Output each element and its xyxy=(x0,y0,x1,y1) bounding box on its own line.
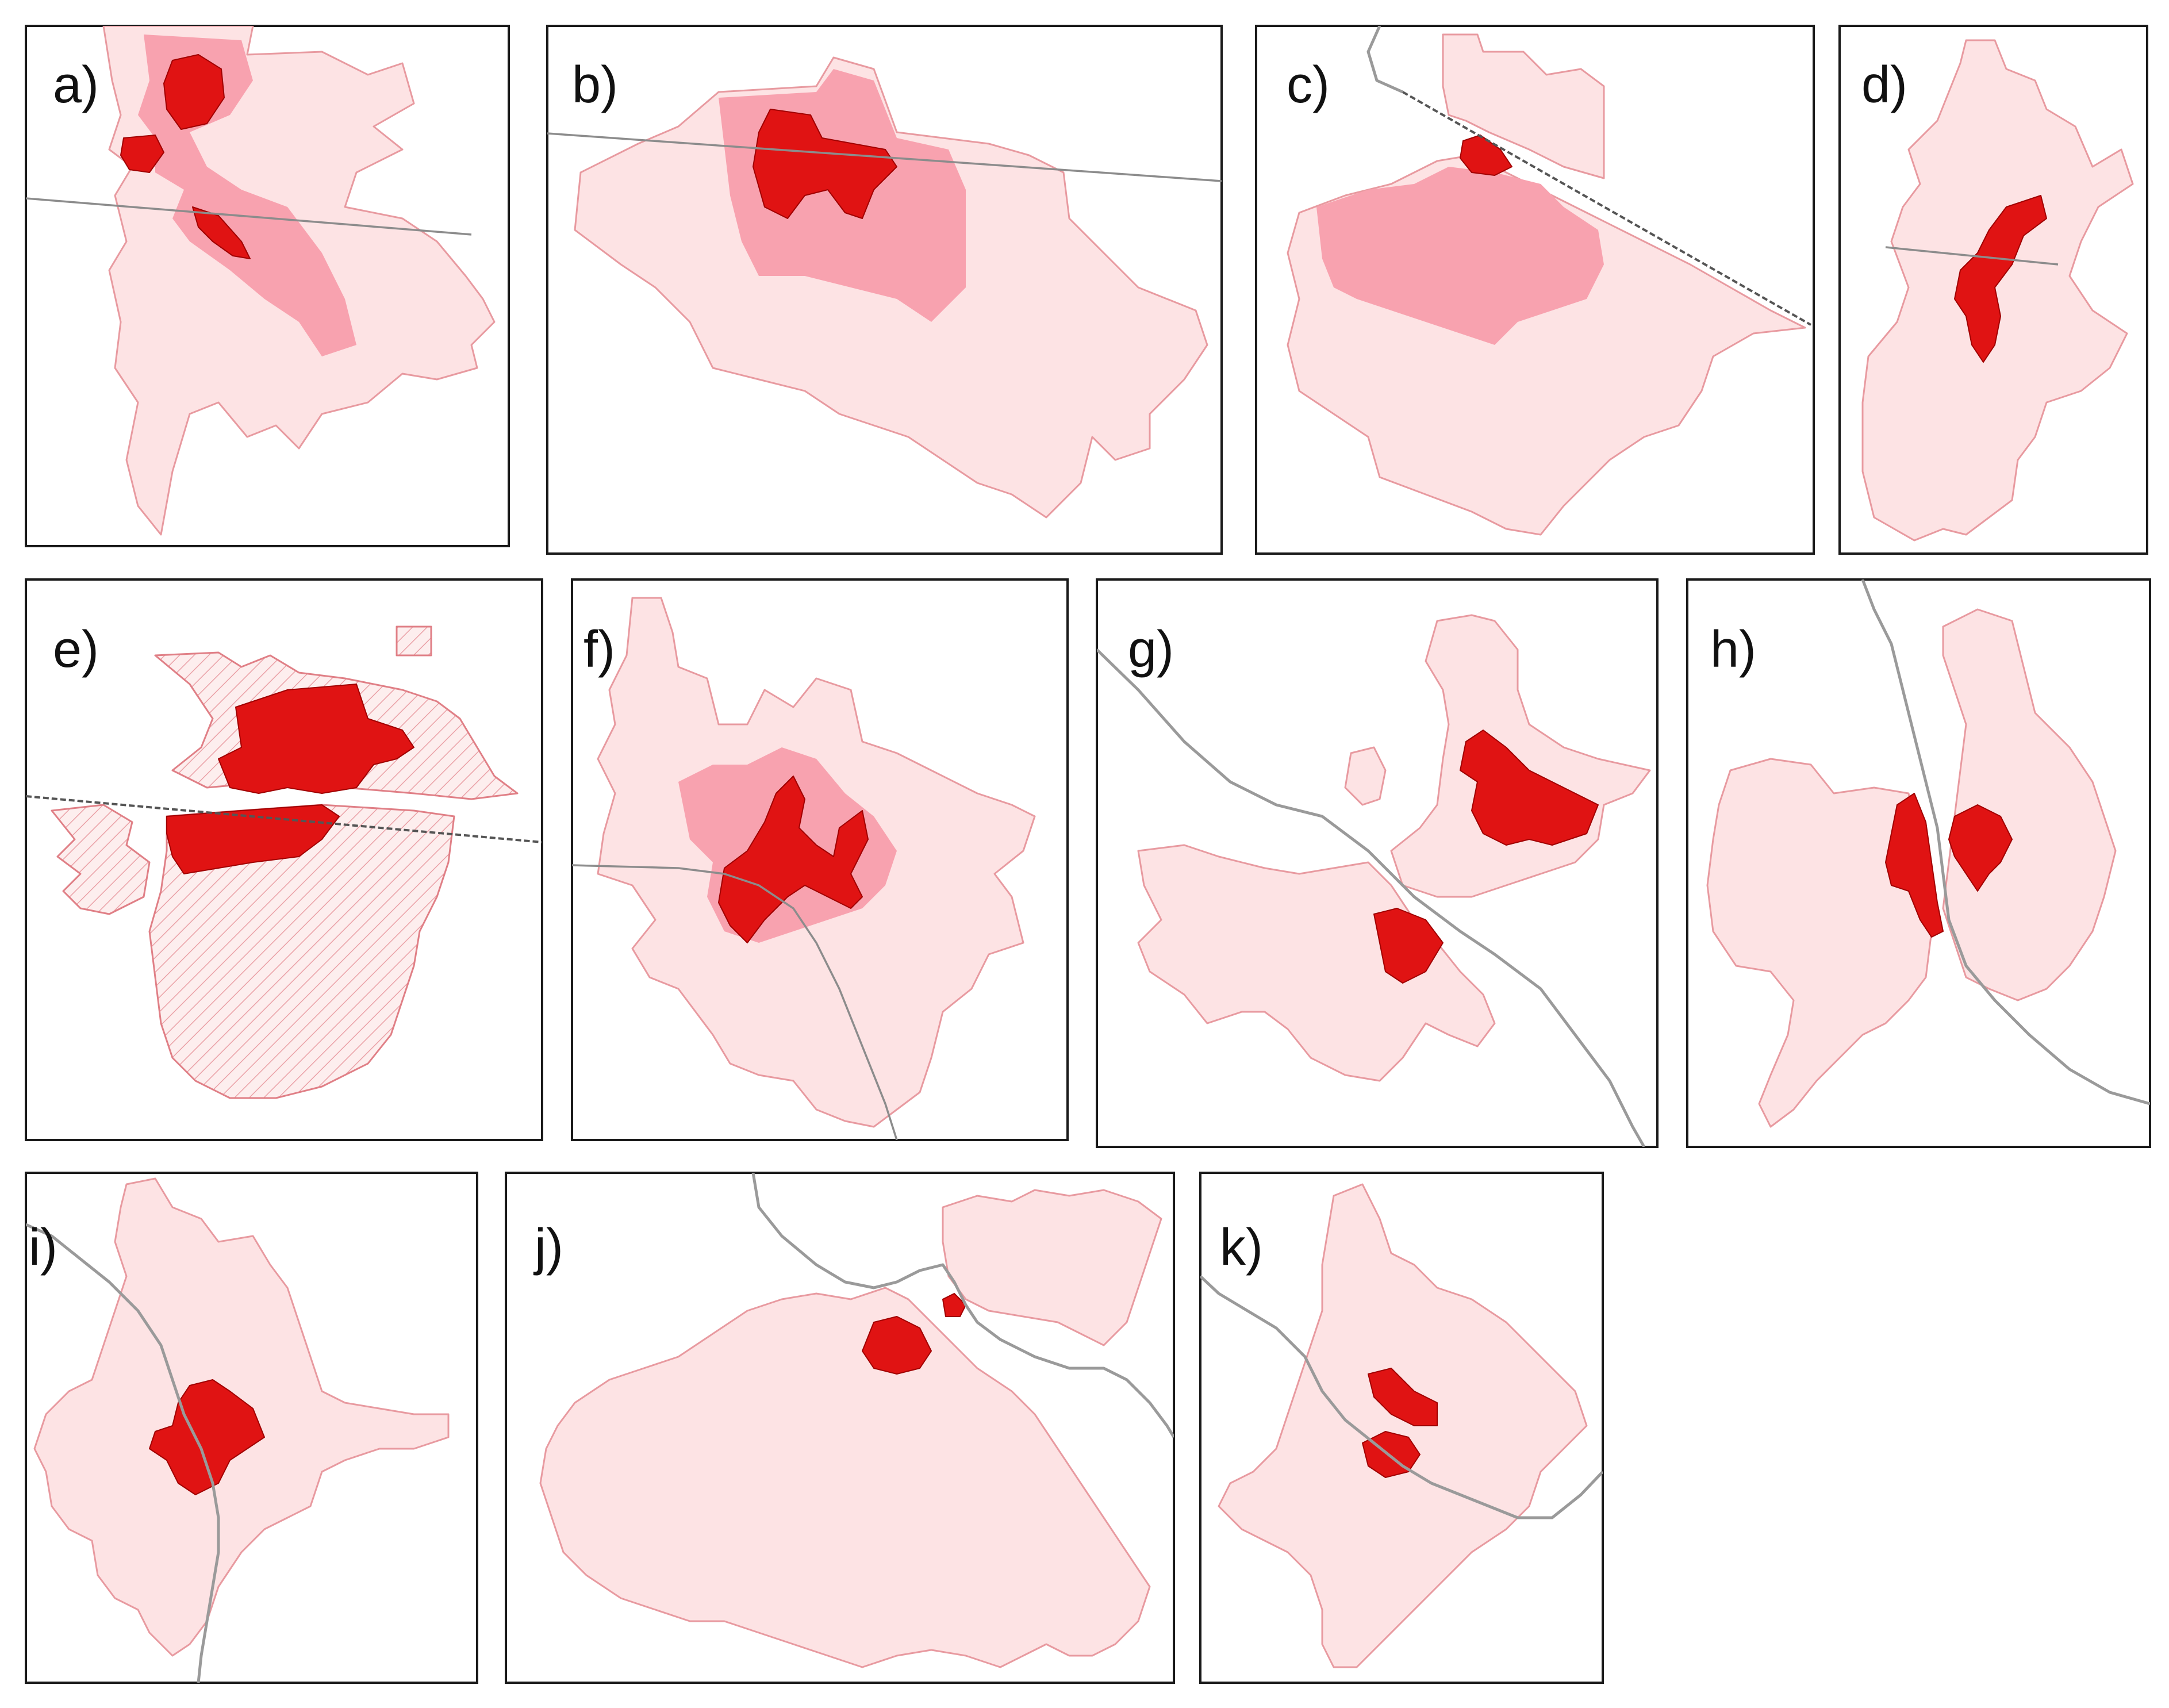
panel-j-urban-core-main xyxy=(862,1316,932,1375)
panel-j-river-line xyxy=(751,1173,1174,1438)
panel-b-urban-core xyxy=(753,109,897,219)
panel-d-border-line xyxy=(1885,246,2059,266)
panel-c-border-line xyxy=(1402,91,1811,326)
panel-h-river-line xyxy=(1861,579,2150,1106)
panel-c-expansion-area xyxy=(1316,167,1604,345)
panel-e-west-outlier xyxy=(51,804,151,915)
panel-j-label: j) xyxy=(533,1219,563,1276)
panel-b-label: b) xyxy=(572,56,618,114)
panel-f-urban-core xyxy=(718,776,869,943)
panel-c-label: c) xyxy=(1287,56,1330,114)
panel-a-urban-core-south xyxy=(192,206,251,259)
panel-c-river-line xyxy=(1366,26,1404,94)
panel-e: e) xyxy=(25,578,543,1141)
panel-i-urban-core xyxy=(149,1379,265,1495)
panel-k-label: k) xyxy=(1220,1219,1263,1276)
panel-i: i) xyxy=(25,1172,478,1684)
panel-g-river-line xyxy=(1097,648,1646,1147)
panel-h-urban-core-west xyxy=(1885,793,1944,938)
panel-i-label: i) xyxy=(29,1219,57,1276)
panel-a: a) xyxy=(25,25,510,547)
panel-e-southern-extent xyxy=(148,804,455,1099)
panel-c-urban-core xyxy=(1460,135,1512,176)
panel-h: h) xyxy=(1686,578,2151,1148)
panel-g-label: g) xyxy=(1128,621,1174,678)
panel-j-northeast-extent xyxy=(942,1189,1162,1346)
panel-j-urban-extent xyxy=(539,1287,1151,1668)
panel-a-urban-core-north xyxy=(163,54,225,130)
panel-e-urban-core-south xyxy=(166,804,340,874)
panel-a-border-line xyxy=(26,197,472,236)
panel-f: f) xyxy=(571,578,1069,1141)
panel-g-urban-core-south xyxy=(1373,908,1444,984)
panel-j-urban-core-north xyxy=(942,1293,966,1317)
panel-g: g) xyxy=(1096,578,1659,1148)
panel-d-urban-core xyxy=(1954,195,2047,363)
panel-c: c) xyxy=(1255,25,1815,555)
panel-k-urban-extent xyxy=(1218,1183,1588,1668)
panel-d-label: d) xyxy=(1861,56,1907,114)
panel-k-urban-core-south xyxy=(1362,1431,1421,1478)
panel-h-western-extent xyxy=(1706,758,1933,1128)
panel-d: d) xyxy=(1838,25,2148,555)
panel-c-northern-extent xyxy=(1442,33,1605,179)
panel-f-border-line xyxy=(572,864,898,1140)
panel-i-river-line xyxy=(26,1223,220,1683)
panel-a-urban-core-west xyxy=(120,135,164,173)
panel-h-urban-core-east xyxy=(1948,804,2013,892)
panel-g-outlier-west xyxy=(1344,746,1387,806)
panel-e-label: e) xyxy=(53,621,99,678)
panel-k-urban-core-north xyxy=(1368,1368,1438,1426)
panel-j: j) xyxy=(505,1172,1175,1684)
panel-f-label: f) xyxy=(583,621,615,678)
panel-d-urban-extent xyxy=(1861,39,2134,542)
panel-b: b) xyxy=(546,25,1223,555)
panel-a-label: a) xyxy=(53,56,99,114)
panel-e-urban-core-north xyxy=(218,684,414,794)
panel-h-eastern-extent xyxy=(1942,608,2117,1001)
panel-g-southern-extent xyxy=(1137,844,1496,1082)
panel-g-urban-core-north xyxy=(1460,730,1599,846)
panel-h-label: h) xyxy=(1710,621,1756,678)
panel-b-border-line xyxy=(547,132,1222,182)
panel-k-river-line xyxy=(1200,1275,1603,1519)
panel-k: k) xyxy=(1199,1172,1604,1684)
panel-e-north-outlier xyxy=(396,625,432,657)
panel-e-border-line xyxy=(26,795,542,843)
